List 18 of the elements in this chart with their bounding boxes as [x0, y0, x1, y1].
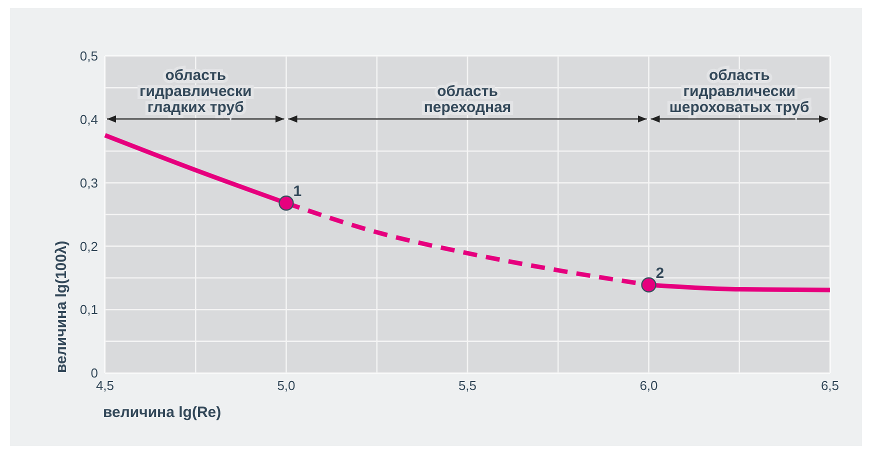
- band-label: область гидравлически шероховатых труб: [669, 67, 810, 116]
- x-axis-title: величина lg(Re): [103, 404, 222, 421]
- x-tick-label: 6,0: [640, 378, 658, 393]
- annotation: 1: [293, 183, 302, 200]
- x-tick-label: 5,0: [277, 378, 296, 393]
- band-label: область переходная: [424, 83, 512, 116]
- band-label: область гидравлически гладких труб: [140, 67, 252, 116]
- annotation: 2: [656, 264, 664, 282]
- y-tick-label: 0,2: [80, 238, 98, 254]
- x-tick-label: 5,5: [458, 378, 477, 393]
- y-tick-label: 0: [90, 366, 98, 381]
- y-tick-label: 0,1: [80, 302, 98, 318]
- y-tick-label: 0,4: [80, 112, 98, 127]
- y-tick-label: 0,3: [80, 175, 98, 190]
- y-tick-label: 0,5: [80, 48, 98, 64]
- x-tick-label: 4,5: [96, 378, 114, 393]
- y-axis-title: величина lg(100λ): [53, 240, 70, 373]
- x-tick-label: 6,5: [820, 378, 840, 393]
